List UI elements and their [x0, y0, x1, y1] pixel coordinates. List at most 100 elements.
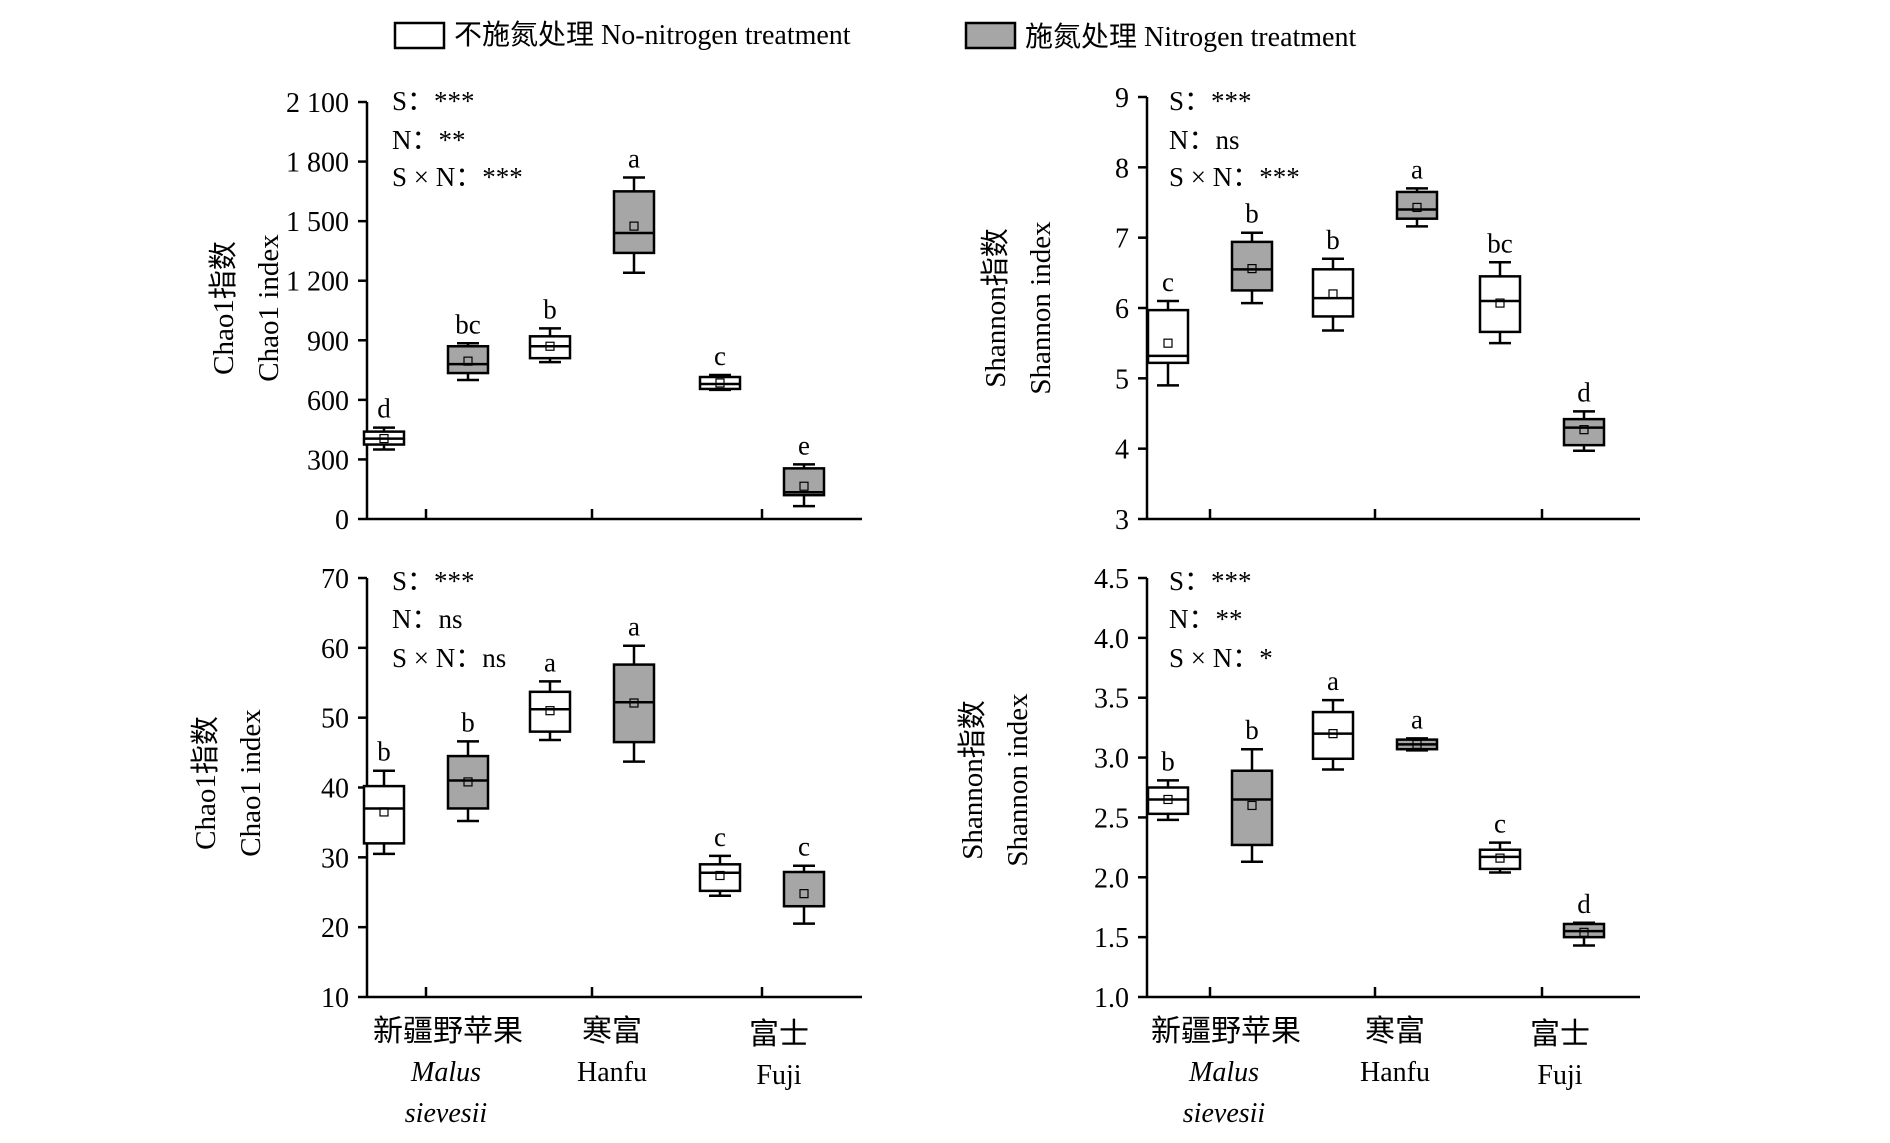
- significance-letter: a: [1411, 154, 1423, 184]
- box-plot: b: [446, 707, 490, 823]
- box-plot: a: [1311, 666, 1355, 771]
- panel-shannon-bottom: 1.0 1.5 2.0 2.5 3.0 3.5 4.0 4.5 Shannon指数 Shannon…: [956, 564, 1640, 1014]
- y-tick-label: 1 500: [286, 207, 349, 238]
- box-iqr: [1395, 190, 1439, 220]
- group-label-en: Fuji: [756, 1060, 801, 1091]
- group-labels-left: 新疆野苹果 Malus sievesii 寒富 Hanfu 富士 Fuji: [373, 1015, 809, 1129]
- y-tick-label: 5: [1115, 364, 1129, 395]
- y-tick-label: 6: [1115, 294, 1129, 325]
- group-label-cn: 富士: [749, 1018, 809, 1051]
- box-iqr: [698, 863, 742, 893]
- y-axis-title-en: Shannon index: [1025, 221, 1057, 395]
- stats-annotation: S × N：***: [1169, 162, 1300, 192]
- y-tick-label: 10: [321, 983, 349, 1014]
- group-label-cn: 寒富: [582, 1015, 642, 1048]
- box-plot: b: [1230, 199, 1274, 305]
- y-tick-label: 1 800: [286, 148, 349, 179]
- box-mean-marker: [799, 481, 809, 491]
- box-plot: a: [1395, 154, 1439, 228]
- group-label-cn: 新疆野苹果: [373, 1015, 523, 1048]
- box-mean-marker: [545, 341, 555, 351]
- y-tick-label: 9: [1115, 83, 1129, 114]
- group-label-en: Hanfu: [1360, 1057, 1430, 1088]
- group-label-cn: 寒富: [1365, 1015, 1425, 1048]
- y-tick-label: 300: [307, 445, 349, 476]
- box-mean-marker: [1163, 794, 1173, 805]
- legend-label-no-nitrogen: 不施氮处理 No-nitrogen treatment: [454, 19, 851, 51]
- y-axis-title-cn: Chao1指数: [207, 241, 240, 375]
- box-iqr: [1230, 240, 1274, 292]
- box-iqr: [1311, 710, 1355, 761]
- box-plot: e: [782, 430, 826, 508]
- box-plot: d: [362, 394, 406, 451]
- significance-letter: bc: [455, 309, 481, 339]
- y-tick-label: 3.0: [1094, 744, 1129, 775]
- y-tick-label: 4: [1115, 435, 1129, 466]
- panel-shannon-top: 3 4 5 6 7 8 9 Shannon指数 Shannon index S：*** N：ns S …: [979, 83, 1640, 536]
- box-mean-marker: [545, 706, 555, 716]
- y-tick-label: 1 200: [286, 267, 349, 298]
- stats-annotation: N：**: [392, 125, 466, 155]
- box-mean-marker: [1163, 338, 1173, 348]
- box-mean-marker: [629, 698, 639, 708]
- y-tick-label: 900: [307, 326, 349, 357]
- y-axis-title-en: Chao1 index: [253, 234, 285, 382]
- box-plot: bc: [1478, 228, 1522, 345]
- y-tick-label: 50: [321, 704, 349, 735]
- box-plot: b: [1311, 225, 1355, 332]
- y-tick-label: 40: [321, 774, 349, 805]
- box-mean-marker: [715, 378, 725, 388]
- box-mean-marker: [1579, 425, 1589, 435]
- box-mean-marker: [1579, 927, 1589, 937]
- y-tick-label: 20: [321, 913, 349, 944]
- significance-letter: a: [1327, 666, 1339, 696]
- legend-label-nitrogen: 施氮处理 Nitrogen treatment: [1025, 21, 1356, 53]
- y-tick-label: 4.5: [1094, 564, 1129, 595]
- box-iqr: [362, 784, 406, 845]
- significance-letter: c: [1162, 267, 1174, 297]
- box-mean-marker: [715, 870, 725, 881]
- stats-annotation: S：***: [1169, 86, 1252, 116]
- y-tick-label: 7: [1115, 224, 1129, 255]
- box-iqr: [446, 344, 490, 375]
- panel-chao1-bottom: 10 20 30 40 50 60 70 Chao1指数 Chao1 index S：*** N：n…: [189, 564, 862, 1014]
- panel-chao1-top: 0 300 600 900 1 200 1 500 1 800 2 100 Chao1指数 Cha…: [207, 86, 862, 536]
- box-iqr: [1478, 275, 1522, 334]
- significance-letter: c: [714, 341, 726, 371]
- stats-annotation: S × N：*: [1169, 643, 1273, 673]
- y-axis-title-en: Shannon index: [1002, 693, 1034, 867]
- box-mean-marker: [1495, 853, 1505, 863]
- group-labels-right: 新疆野苹果 Malus sievesii 寒富 Hanfu 富士 Fuji: [1151, 1015, 1590, 1129]
- significance-letter: a: [628, 143, 640, 173]
- box-iqr: [1478, 848, 1522, 871]
- group-label-cn: 富士: [1530, 1018, 1590, 1051]
- significance-letter: a: [628, 612, 640, 642]
- y-tick-label: 4.0: [1094, 624, 1129, 655]
- significance-letter: c: [714, 822, 726, 852]
- y-tick-label: 60: [321, 634, 349, 665]
- stats-annotation: S：***: [392, 566, 475, 596]
- box-mean-marker: [1247, 800, 1257, 811]
- box-plot: b: [528, 294, 572, 364]
- y-axis-title-cn: Shannon指数: [956, 700, 989, 860]
- significance-letter: a: [1411, 704, 1423, 734]
- box-plot: c: [1478, 809, 1522, 874]
- box-mean-marker: [463, 777, 473, 787]
- y-tick-label: 2 100: [286, 88, 349, 119]
- significance-letter: b: [1245, 199, 1259, 229]
- significance-letter: b: [1245, 715, 1259, 745]
- box-mean-marker: [799, 889, 809, 899]
- y-tick-label: 3.5: [1094, 684, 1129, 715]
- group-label-cn: 新疆野苹果: [1151, 1015, 1301, 1048]
- legend: 不施氮处理 No-nitrogen treatment 施氮处理 Nitroge…: [393, 19, 1356, 53]
- box-plot: d: [1562, 377, 1606, 453]
- y-tick-label: 2.0: [1094, 863, 1129, 894]
- box-mean-marker: [1328, 289, 1338, 299]
- box-mean-marker: [463, 356, 473, 366]
- y-tick-label: 3: [1115, 505, 1129, 536]
- significance-letter: b: [377, 737, 391, 767]
- y-tick-label: 0: [335, 505, 349, 536]
- stats-annotation: S：***: [392, 86, 475, 116]
- stats-annotation: N：ns: [392, 604, 463, 634]
- box-plot: b: [362, 737, 406, 856]
